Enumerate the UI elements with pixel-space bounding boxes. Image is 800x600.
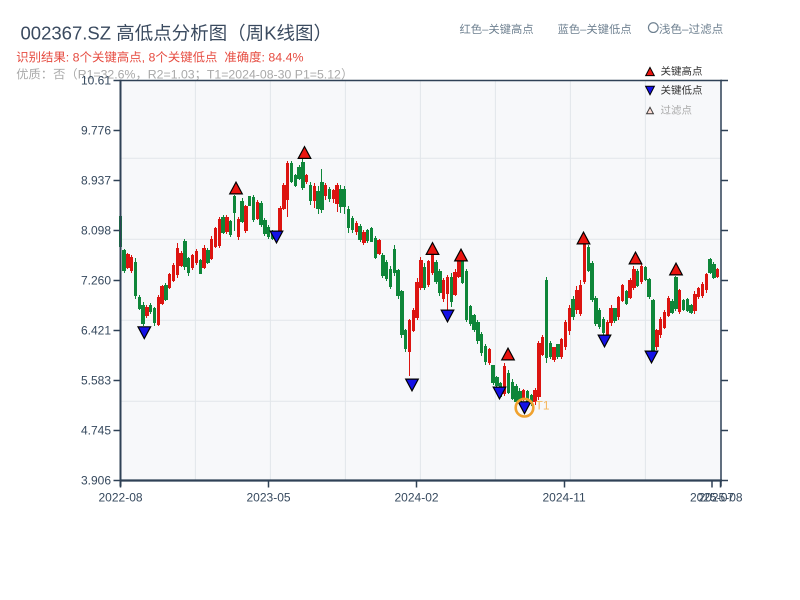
svg-text:7.260: 7.260 [81,274,111,288]
svg-text:K: K [264,23,277,44]
svg-text:5.583: 5.583 [81,374,111,388]
svg-text:6.421: 6.421 [81,324,111,338]
svg-text:–: – [580,24,587,36]
svg-text:8.098: 8.098 [81,224,111,238]
svg-text:2025-07: 2025-07 [690,491,734,505]
svg-text:2023-05: 2023-05 [247,491,291,505]
svg-text:R2=1.03: R2=1.03 [148,68,195,82]
svg-text:8.937: 8.937 [81,174,111,188]
svg-text:: 8: : 8 [66,51,80,65]
svg-text:3.906: 3.906 [81,474,111,488]
svg-text:–: – [482,24,489,36]
svg-text:10.61: 10.61 [81,74,111,88]
svg-text:2024-02: 2024-02 [395,491,439,505]
svg-text:2022-08: 2022-08 [99,491,143,505]
svg-text:002367.SZ: 002367.SZ [21,23,112,44]
svg-text:T1=2024-08-30 P1=5.12: T1=2024-08-30 P1=5.12 [207,68,341,82]
svg-text:–: – [682,23,689,36]
svg-text:2025-08: 2025-08 [699,491,743,505]
svg-text:4.745: 4.745 [81,424,111,438]
svg-text:R1=32.6%: R1=32.6% [78,68,136,82]
svg-text:T1: T1 [536,399,550,413]
svg-text:, 8: , 8 [142,51,156,65]
svg-text:9.776: 9.776 [81,124,111,138]
svg-text:: 84.4%: : 84.4% [262,51,304,65]
svg-text:2024-11: 2024-11 [543,491,586,505]
